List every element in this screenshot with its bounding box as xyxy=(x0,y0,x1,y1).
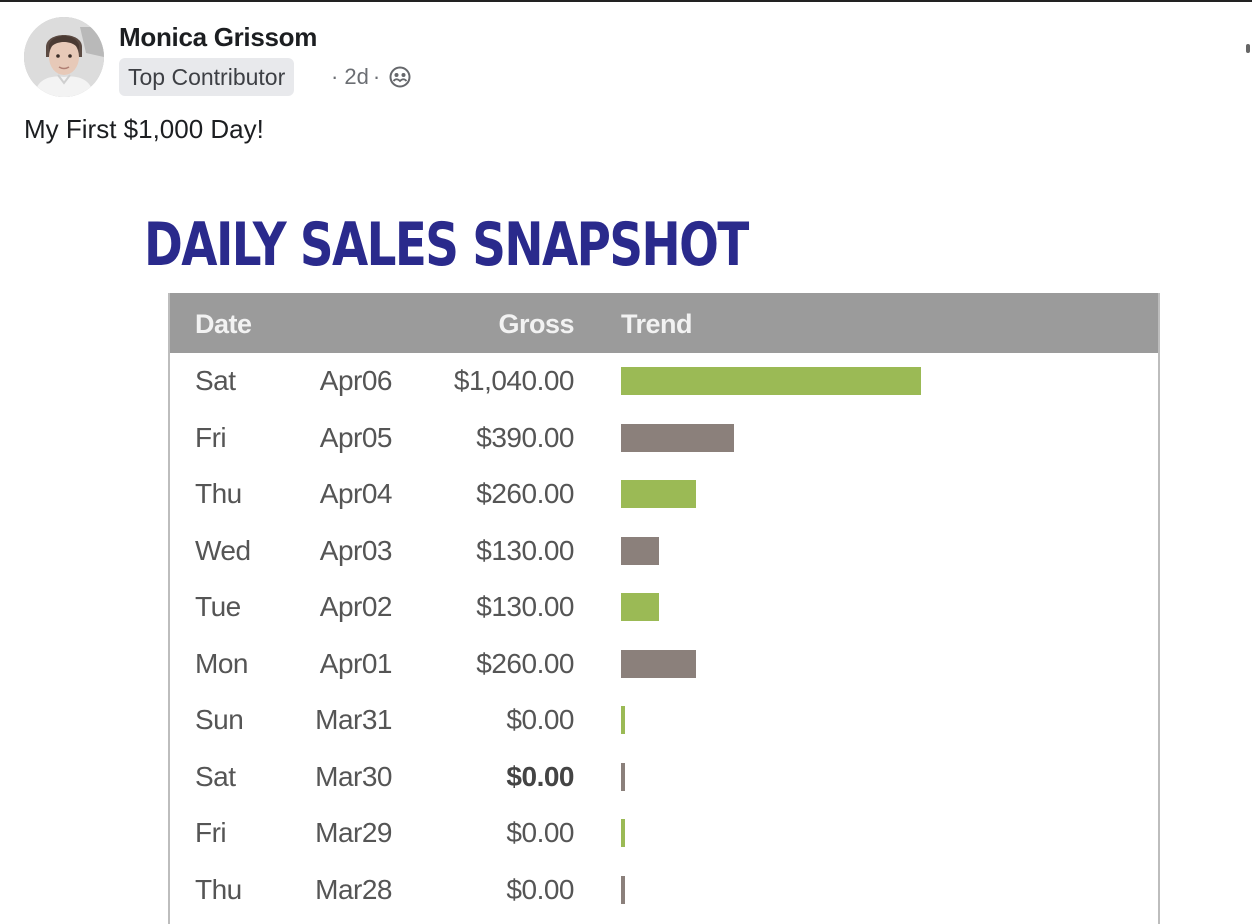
row-day: Sun xyxy=(195,704,244,735)
table-header: Date Gross Trend xyxy=(170,293,1158,353)
row-day: Fri xyxy=(195,421,227,453)
meta-separator: · xyxy=(331,64,339,89)
table-row: Thu Apr04 $260.00 xyxy=(170,466,1158,522)
row-gross: $0.00 xyxy=(506,817,574,848)
post-text: My First $1,000 Day! xyxy=(24,114,264,144)
person-photo-icon xyxy=(24,17,104,97)
more-options-icon[interactable] xyxy=(1246,44,1250,53)
trend-bar xyxy=(621,762,625,791)
row-gross: $0.00 xyxy=(506,704,574,735)
table-row: Tue Apr02 $130.00 xyxy=(170,579,1158,635)
trend-bar xyxy=(621,819,625,847)
row-day: Tue xyxy=(195,591,241,622)
row-date: Apr01 xyxy=(319,647,393,679)
trend-bar xyxy=(621,536,659,565)
row-day: Mon xyxy=(195,647,248,679)
row-gross: $0.00 xyxy=(506,873,574,905)
table-row: Fri Apr05 $390.00 xyxy=(170,410,1158,466)
trend-bar xyxy=(621,706,625,734)
table-row: Sun Mar31 $0.00 xyxy=(170,692,1158,748)
row-date: Mar30 xyxy=(315,760,392,792)
header-gross: Gross xyxy=(498,309,574,339)
table-row: Thu Mar28 $0.00 xyxy=(170,862,1158,918)
table-row: Fri Mar29 $0.00 xyxy=(170,805,1158,861)
row-date: Mar29 xyxy=(315,817,392,848)
row-day: Wed xyxy=(195,534,251,566)
table-row: Wed Apr03 $130.00 xyxy=(170,523,1158,579)
row-gross: $0.00 xyxy=(506,760,574,792)
snapshot-title: DAILY SALES SNAPSHOT xyxy=(144,210,749,280)
row-date: Mar31 xyxy=(315,704,392,735)
trend-bar xyxy=(621,367,921,395)
row-day: Thu xyxy=(195,478,242,509)
post-timestamp[interactable]: 2d xyxy=(344,64,369,89)
avatar[interactable] xyxy=(24,17,104,97)
table-row: Mon Apr01 $260.00 xyxy=(170,636,1158,692)
group-audience-icon[interactable] xyxy=(388,65,412,89)
row-gross: $260.00 xyxy=(476,647,574,679)
trend-bar xyxy=(621,423,734,452)
row-date: Mar28 xyxy=(315,873,392,905)
table-row: Sat Apr06 $1,040.00 xyxy=(170,353,1158,409)
row-gross: $130.00 xyxy=(476,534,574,566)
row-day: Sat xyxy=(195,365,236,396)
row-date: Apr02 xyxy=(319,591,393,622)
top-divider xyxy=(0,0,1252,2)
header-date: Date xyxy=(195,309,252,339)
author-name[interactable]: Monica Grissom xyxy=(119,22,318,52)
top-contributor-badge[interactable]: Top Contributor xyxy=(119,58,295,96)
post-meta: · 2d · xyxy=(331,58,412,96)
row-day: Thu xyxy=(195,873,242,905)
row-gross: $130.00 xyxy=(476,591,574,622)
trend-bar xyxy=(621,593,659,621)
row-gross: $1,040.00 xyxy=(453,365,575,396)
header-trend: Trend xyxy=(621,309,693,339)
meta-separator-2: · xyxy=(372,64,381,89)
row-date: Apr03 xyxy=(319,534,393,566)
row-gross: $390.00 xyxy=(476,421,574,453)
table-row: Sat Mar30 $0.00 xyxy=(170,749,1158,805)
row-date: Apr05 xyxy=(319,421,393,453)
row-day: Fri xyxy=(195,817,227,848)
row-date: Apr04 xyxy=(319,478,393,509)
trend-bar xyxy=(621,875,625,904)
sales-table: Date Gross Trend Sat Apr06 $1,040.00 Fri Apr… xyxy=(168,293,1160,924)
trend-bar xyxy=(621,649,696,678)
row-day: Sat xyxy=(195,760,236,792)
row-gross: $260.00 xyxy=(476,478,574,509)
row-date: Apr06 xyxy=(319,365,393,396)
trend-bar xyxy=(621,480,696,508)
